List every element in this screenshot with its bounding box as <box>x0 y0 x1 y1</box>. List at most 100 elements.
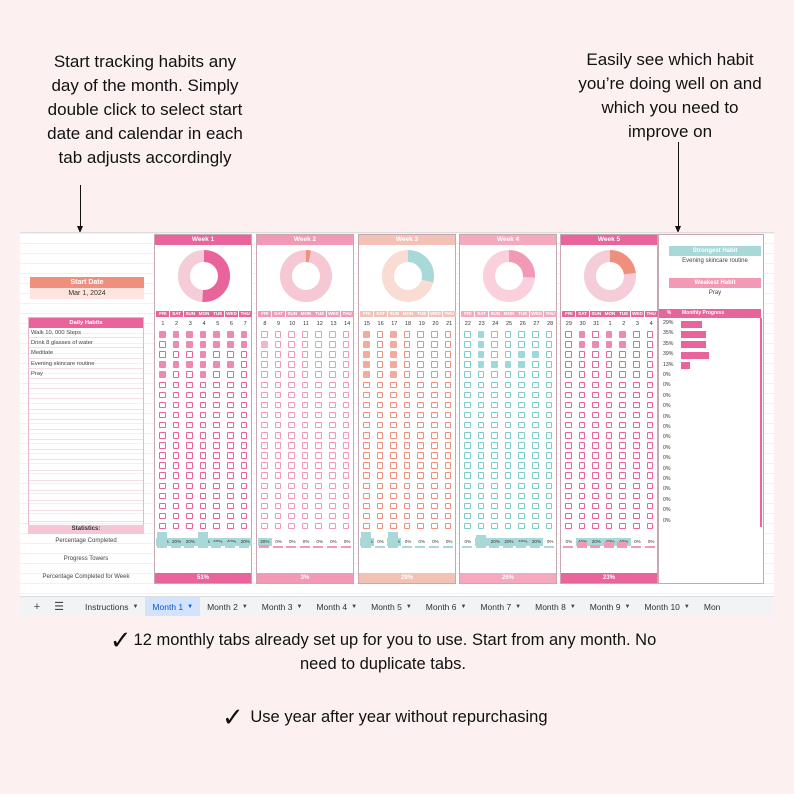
habit-checkbox[interactable] <box>504 351 512 358</box>
habit-checkbox[interactable] <box>186 351 193 358</box>
habit-checkbox[interactable] <box>186 512 193 520</box>
habit-checkbox[interactable] <box>578 341 586 348</box>
habit-row[interactable]: Meditate <box>29 348 143 359</box>
habit-row[interactable] <box>29 389 143 400</box>
habit-checkbox[interactable] <box>159 411 166 419</box>
habit-checkbox[interactable] <box>545 522 553 530</box>
habit-checkbox[interactable] <box>504 502 512 510</box>
habit-checkbox[interactable] <box>477 401 485 409</box>
habit-checkbox[interactable] <box>159 522 166 530</box>
habit-checkbox[interactable] <box>159 391 166 399</box>
habit-checkbox[interactable] <box>342 472 350 479</box>
habit-checkbox[interactable] <box>532 472 539 479</box>
habit-checkbox[interactable] <box>633 381 640 388</box>
habit-checkbox[interactable] <box>504 331 512 338</box>
habit-checkbox[interactable] <box>477 482 485 489</box>
habit-checkbox[interactable] <box>504 472 512 479</box>
habit-checkbox[interactable] <box>172 391 180 399</box>
habit-checkbox[interactable] <box>444 432 452 439</box>
habit-checkbox[interactable] <box>444 492 452 500</box>
habit-checkbox[interactable] <box>464 472 471 479</box>
habit-checkbox[interactable] <box>477 492 485 500</box>
habit-checkbox[interactable] <box>288 452 295 459</box>
habit-checkbox[interactable] <box>227 381 234 388</box>
habit-checkbox[interactable] <box>213 482 220 489</box>
habit-checkbox[interactable] <box>390 401 397 409</box>
habit-checkbox[interactable] <box>240 331 248 338</box>
habit-checkbox[interactable] <box>605 411 613 419</box>
habit-checkbox[interactable] <box>199 341 207 348</box>
habit-checkbox[interactable] <box>376 432 384 439</box>
habit-checkbox[interactable] <box>431 482 438 489</box>
habit-checkbox[interactable] <box>261 421 268 429</box>
habit-checkbox[interactable] <box>504 482 512 489</box>
habit-checkbox[interactable] <box>646 472 654 479</box>
habit-checkbox[interactable] <box>592 421 599 429</box>
habit-checkbox[interactable] <box>261 391 268 399</box>
habit-checkbox[interactable] <box>633 522 640 530</box>
habit-checkbox[interactable] <box>227 351 234 358</box>
habit-checkbox[interactable] <box>444 371 452 378</box>
habit-checkbox[interactable] <box>444 391 452 399</box>
habit-checkbox[interactable] <box>199 371 207 378</box>
habit-checkbox[interactable] <box>431 331 438 338</box>
habit-checkbox[interactable] <box>578 401 586 409</box>
habit-checkbox[interactable] <box>199 452 207 459</box>
habit-checkbox[interactable] <box>186 522 193 530</box>
habit-checkbox[interactable] <box>518 361 525 368</box>
habit-checkbox[interactable] <box>403 341 411 348</box>
habit-checkbox[interactable] <box>315 442 322 449</box>
habit-checkbox[interactable] <box>329 472 336 479</box>
habit-checkbox[interactable] <box>186 391 193 399</box>
habit-checkbox[interactable] <box>186 341 193 348</box>
habit-checkbox[interactable] <box>403 512 411 520</box>
habit-checkbox[interactable] <box>633 432 640 439</box>
habit-checkbox[interactable] <box>199 331 207 338</box>
habit-checkbox[interactable] <box>646 502 654 510</box>
habit-checkbox[interactable] <box>633 512 640 520</box>
habit-checkbox[interactable] <box>301 452 309 459</box>
habit-checkbox[interactable] <box>274 442 282 449</box>
habit-checkbox[interactable] <box>315 482 322 489</box>
habit-checkbox[interactable] <box>288 512 295 520</box>
habit-checkbox[interactable] <box>633 462 640 469</box>
habit-checkbox[interactable] <box>477 432 485 439</box>
habit-checkbox[interactable] <box>363 351 370 358</box>
habit-checkbox[interactable] <box>592 512 599 520</box>
habit-checkbox[interactable] <box>240 472 248 479</box>
habit-checkbox[interactable] <box>227 421 234 429</box>
habit-checkbox[interactable] <box>532 411 539 419</box>
habit-checkbox[interactable] <box>261 351 268 358</box>
habit-checkbox[interactable] <box>431 411 438 419</box>
habit-checkbox[interactable] <box>172 361 180 368</box>
caret-down-icon[interactable]: ▼ <box>241 603 248 610</box>
habit-checkbox[interactable] <box>213 472 220 479</box>
habit-checkbox[interactable] <box>504 371 512 378</box>
habit-checkbox[interactable] <box>619 341 626 348</box>
habit-checkbox[interactable] <box>477 361 485 368</box>
habit-checkbox[interactable] <box>376 472 384 479</box>
habit-checkbox[interactable] <box>633 341 640 348</box>
habit-checkbox[interactable] <box>329 462 336 469</box>
habit-checkbox[interactable] <box>592 391 599 399</box>
habit-checkbox[interactable] <box>274 452 282 459</box>
habit-checkbox[interactable] <box>431 341 438 348</box>
habit-checkbox[interactable] <box>619 361 626 368</box>
habit-checkbox[interactable] <box>213 341 220 348</box>
habit-checkbox[interactable] <box>646 411 654 419</box>
habit-checkbox[interactable] <box>213 421 220 429</box>
habit-checkbox[interactable] <box>390 371 397 378</box>
habit-checkbox[interactable] <box>605 462 613 469</box>
habit-checkbox[interactable] <box>403 371 411 378</box>
habit-checkbox[interactable] <box>274 421 282 429</box>
habit-checkbox[interactable] <box>199 411 207 419</box>
habit-checkbox[interactable] <box>199 522 207 530</box>
habit-checkbox[interactable] <box>213 462 220 469</box>
habit-checkbox[interactable] <box>491 502 498 510</box>
habit-checkbox[interactable] <box>240 462 248 469</box>
habit-checkbox[interactable] <box>565 442 572 449</box>
habit-checkbox[interactable] <box>605 522 613 530</box>
habit-checkbox[interactable] <box>240 341 248 348</box>
habit-checkbox[interactable] <box>240 371 248 378</box>
habit-checkbox[interactable] <box>619 452 626 459</box>
